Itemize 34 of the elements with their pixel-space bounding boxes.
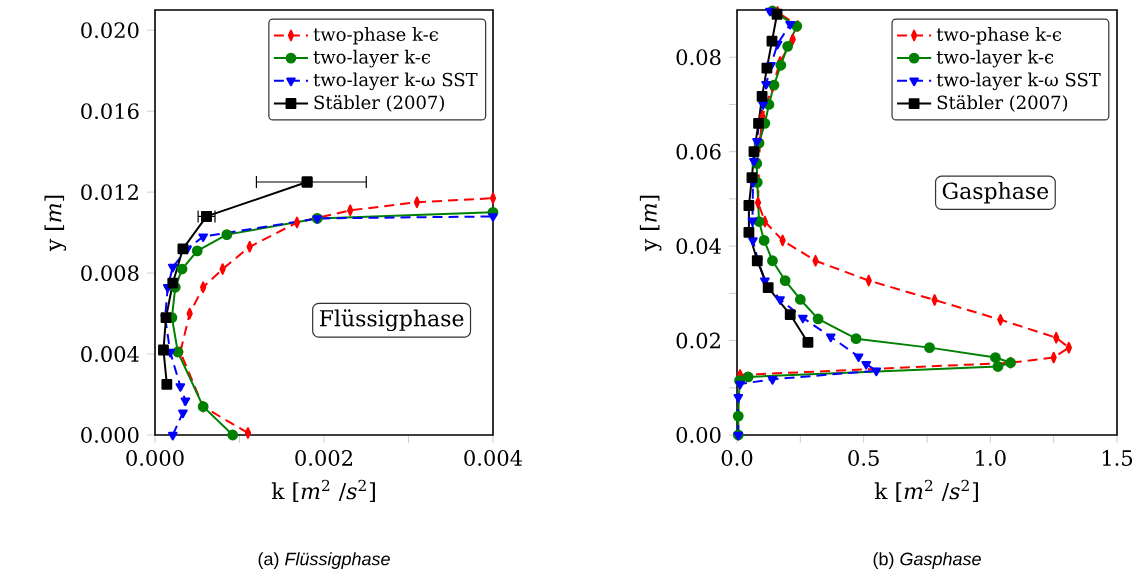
annotation: Gasphase [942, 182, 1049, 204]
x-axis-title: k [m$^{2}$ /s$^{2}$] [271, 479, 375, 502]
y-tick-label: 0.012 [81, 184, 138, 201]
x-tick-label: 0.002 [295, 450, 352, 466]
annotation: Flüssigphase [319, 309, 464, 332]
legend-label: two-layer k-ϵ [936, 49, 1054, 68]
y-tick-label: 0.004 [81, 346, 139, 362]
x-tick-label: 0.000 [126, 450, 184, 466]
x-tick-label: 1.5 [1102, 450, 1133, 466]
y-tick-label: 0.016 [81, 103, 139, 120]
x-tick-label: 1.0 [976, 450, 1006, 466]
legend-label: two-phase k-ϵ [313, 27, 438, 45]
y-axis-title: y [m] [44, 195, 67, 252]
y-tick-label: 0.008 [81, 265, 139, 282]
y-axis-title: y [m] [639, 195, 662, 252]
y-tick-label: 0.000 [81, 427, 139, 443]
legend-label: Stäbler (2007) [937, 95, 1068, 112]
y-tick-label: 0.020 [81, 22, 139, 39]
y-tick-label: 0.04 [676, 238, 721, 255]
y-tick-label: 0.02 [676, 332, 720, 349]
x-axis-title: k [m$^{2}$ /s$^{2}$] [874, 479, 978, 502]
x-tick-label: 0.004 [464, 450, 522, 466]
y-tick-label: 0.00 [676, 427, 721, 443]
x-tick-label: 0.5 [848, 450, 879, 466]
legend-label: two-layer k-ω SST [313, 72, 478, 91]
text: (a) Flüssigphase [258, 552, 390, 569]
legend-label: two-layer k-ω SST [936, 72, 1101, 91]
x-tick-label: 0.0 [721, 450, 753, 466]
y-tick-label: 0.08 [676, 49, 721, 66]
legend-label: Stäbler (2007) [314, 95, 444, 112]
legend-label: two-phase k-ϵ [936, 27, 1062, 45]
text: (b) Gasphase [873, 552, 981, 569]
y-tick-label: 0.06 [676, 143, 721, 160]
legend-label: two-layer k-ϵ [313, 49, 431, 68]
